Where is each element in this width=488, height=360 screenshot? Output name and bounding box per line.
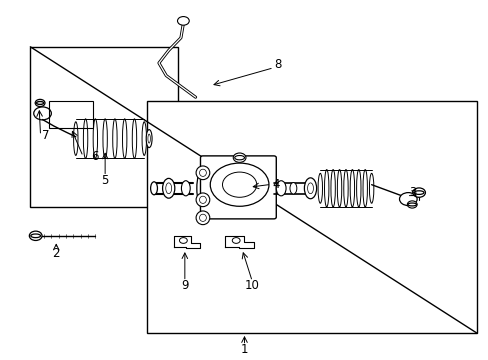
Ellipse shape (407, 203, 416, 206)
Ellipse shape (181, 181, 190, 196)
Ellipse shape (196, 193, 209, 207)
Ellipse shape (83, 119, 88, 158)
Text: 2: 2 (52, 247, 60, 260)
Ellipse shape (199, 196, 206, 203)
Circle shape (407, 201, 416, 208)
Ellipse shape (122, 119, 127, 158)
Ellipse shape (73, 122, 78, 156)
Ellipse shape (330, 170, 335, 207)
Text: 10: 10 (244, 279, 259, 292)
Ellipse shape (413, 191, 423, 194)
Circle shape (29, 231, 42, 240)
Circle shape (35, 99, 45, 107)
Circle shape (233, 153, 245, 162)
Circle shape (412, 188, 425, 197)
Ellipse shape (93, 119, 98, 158)
Bar (30, 47, 178, 207)
Circle shape (179, 238, 187, 243)
Ellipse shape (318, 173, 322, 203)
Ellipse shape (165, 183, 171, 194)
Ellipse shape (196, 211, 209, 225)
Ellipse shape (304, 178, 316, 199)
Ellipse shape (102, 119, 107, 158)
Ellipse shape (356, 170, 360, 207)
Ellipse shape (199, 214, 206, 221)
Ellipse shape (337, 170, 341, 207)
Ellipse shape (362, 170, 366, 207)
Ellipse shape (142, 122, 146, 156)
Ellipse shape (196, 168, 209, 208)
Ellipse shape (36, 102, 44, 104)
Ellipse shape (307, 183, 313, 194)
Circle shape (222, 172, 256, 197)
Ellipse shape (162, 179, 175, 198)
Text: 3: 3 (408, 186, 416, 199)
Text: 6: 6 (91, 150, 99, 163)
Text: 1: 1 (240, 343, 248, 356)
Circle shape (177, 17, 189, 25)
Ellipse shape (31, 234, 41, 238)
Ellipse shape (199, 169, 206, 176)
Text: 4: 4 (272, 178, 280, 191)
Text: 8: 8 (273, 58, 281, 71)
Text: 7: 7 (41, 129, 49, 142)
Circle shape (399, 193, 416, 206)
Ellipse shape (349, 170, 354, 207)
Ellipse shape (234, 156, 244, 160)
Text: 9: 9 (181, 279, 188, 292)
Ellipse shape (369, 173, 373, 203)
Ellipse shape (289, 183, 296, 194)
Bar (49, 101, 93, 128)
Ellipse shape (276, 181, 285, 196)
Ellipse shape (150, 182, 157, 195)
Ellipse shape (112, 119, 117, 158)
Ellipse shape (146, 130, 152, 148)
Ellipse shape (132, 119, 136, 158)
Ellipse shape (147, 134, 150, 143)
Circle shape (232, 238, 240, 243)
Circle shape (210, 163, 268, 206)
Bar (146, 101, 476, 333)
Ellipse shape (196, 166, 209, 180)
Ellipse shape (343, 170, 347, 207)
FancyBboxPatch shape (200, 156, 276, 219)
Text: 5: 5 (101, 174, 109, 186)
Ellipse shape (324, 170, 328, 207)
Circle shape (34, 107, 51, 120)
